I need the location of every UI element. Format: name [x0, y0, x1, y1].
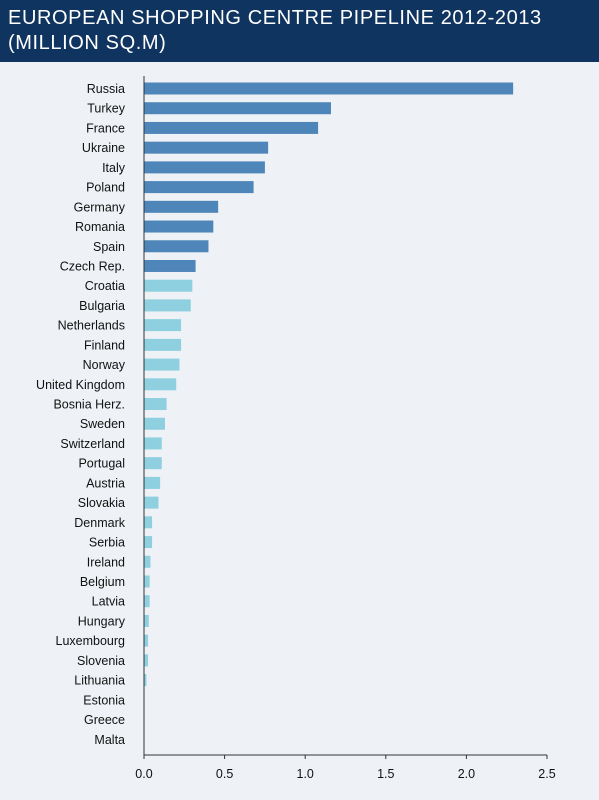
- bar-bulgaria: [144, 299, 191, 312]
- category-label: Sweden: [80, 417, 125, 431]
- category-label: Turkey: [87, 102, 125, 116]
- bar-hungary: [144, 614, 149, 627]
- category-label: Russia: [87, 82, 125, 96]
- x-tick-label: 0.5: [216, 767, 233, 781]
- category-label: Croatia: [85, 279, 125, 293]
- category-label: Latvia: [92, 595, 125, 609]
- category-label: Spain: [93, 240, 125, 254]
- category-label: Ireland: [87, 555, 125, 569]
- bar-ireland: [144, 555, 151, 568]
- category-label: Slovakia: [78, 496, 125, 510]
- bar-bosnia-herz-: [144, 398, 167, 411]
- bar-denmark: [144, 516, 153, 529]
- category-label: Ukraine: [82, 141, 125, 155]
- category-label: United Kingdom: [36, 378, 125, 392]
- bar-france: [144, 121, 319, 134]
- bar-serbia: [144, 536, 153, 549]
- category-label: Portugal: [78, 457, 125, 471]
- bar-belgium: [144, 575, 150, 588]
- bar-czech-rep-: [144, 259, 196, 272]
- title-banner: EUROPEAN SHOPPING CENTRE PIPELINE 2012-2…: [0, 0, 599, 62]
- category-label: Serbia: [89, 536, 125, 550]
- x-tick-label: 2.5: [538, 767, 555, 781]
- category-label: Romania: [75, 220, 125, 234]
- bar-croatia: [144, 279, 193, 292]
- bar-netherlands: [144, 319, 182, 332]
- category-label: Switzerland: [60, 437, 125, 451]
- bar-lithuania: [144, 674, 147, 687]
- bar-finland: [144, 338, 182, 351]
- bar-germany: [144, 200, 219, 213]
- x-tick-label: 2.0: [458, 767, 475, 781]
- bar-united-kingdom: [144, 378, 177, 391]
- category-label: France: [86, 121, 125, 135]
- x-tick-label: 0.0: [135, 767, 152, 781]
- bar-norway: [144, 358, 180, 371]
- bar-latvia: [144, 595, 150, 608]
- bar-chart: Russia Turkey France Ukraine Italy Poland Germ…: [36, 76, 556, 781]
- category-label: Denmark: [74, 516, 125, 530]
- bar-turkey: [144, 102, 331, 115]
- bar-sweden: [144, 417, 165, 430]
- bar-austria: [144, 476, 161, 489]
- category-label: Bulgaria: [79, 299, 125, 313]
- category-label: Finland: [84, 338, 125, 352]
- bar-luxembourg: [144, 634, 149, 647]
- category-label: Slovenia: [77, 654, 125, 668]
- x-tick-label: 1.5: [377, 767, 394, 781]
- category-label: Belgium: [80, 575, 125, 589]
- bar-poland: [144, 181, 254, 194]
- category-label: Italy: [102, 161, 126, 175]
- bar-romania: [144, 220, 214, 233]
- category-label: Hungary: [78, 614, 126, 628]
- category-label: Lithuania: [74, 674, 125, 688]
- category-label: Malta: [94, 733, 125, 747]
- category-label: Luxembourg: [56, 634, 126, 648]
- chart-title: EUROPEAN SHOPPING CENTRE PIPELINE 2012-2…: [8, 7, 542, 54]
- category-label: Estonia: [83, 693, 125, 707]
- category-label: Poland: [86, 181, 125, 195]
- bar-ukraine: [144, 141, 269, 154]
- bar-slovakia: [144, 496, 159, 509]
- bar-switzerland: [144, 437, 162, 450]
- bar-slovenia: [144, 654, 149, 667]
- bar-russia: [144, 82, 514, 95]
- bar-portugal: [144, 457, 162, 470]
- category-label: Austria: [86, 476, 125, 490]
- category-label: Greece: [84, 713, 125, 727]
- bar-spain: [144, 240, 209, 253]
- bar-italy: [144, 161, 265, 174]
- x-tick-label: 1.0: [297, 767, 314, 781]
- category-label: Bosnia Herz.: [53, 398, 125, 412]
- category-label: Norway: [83, 358, 126, 372]
- category-label: Netherlands: [58, 319, 125, 333]
- category-label: Germany: [74, 200, 126, 214]
- category-label: Czech Rep.: [60, 259, 125, 273]
